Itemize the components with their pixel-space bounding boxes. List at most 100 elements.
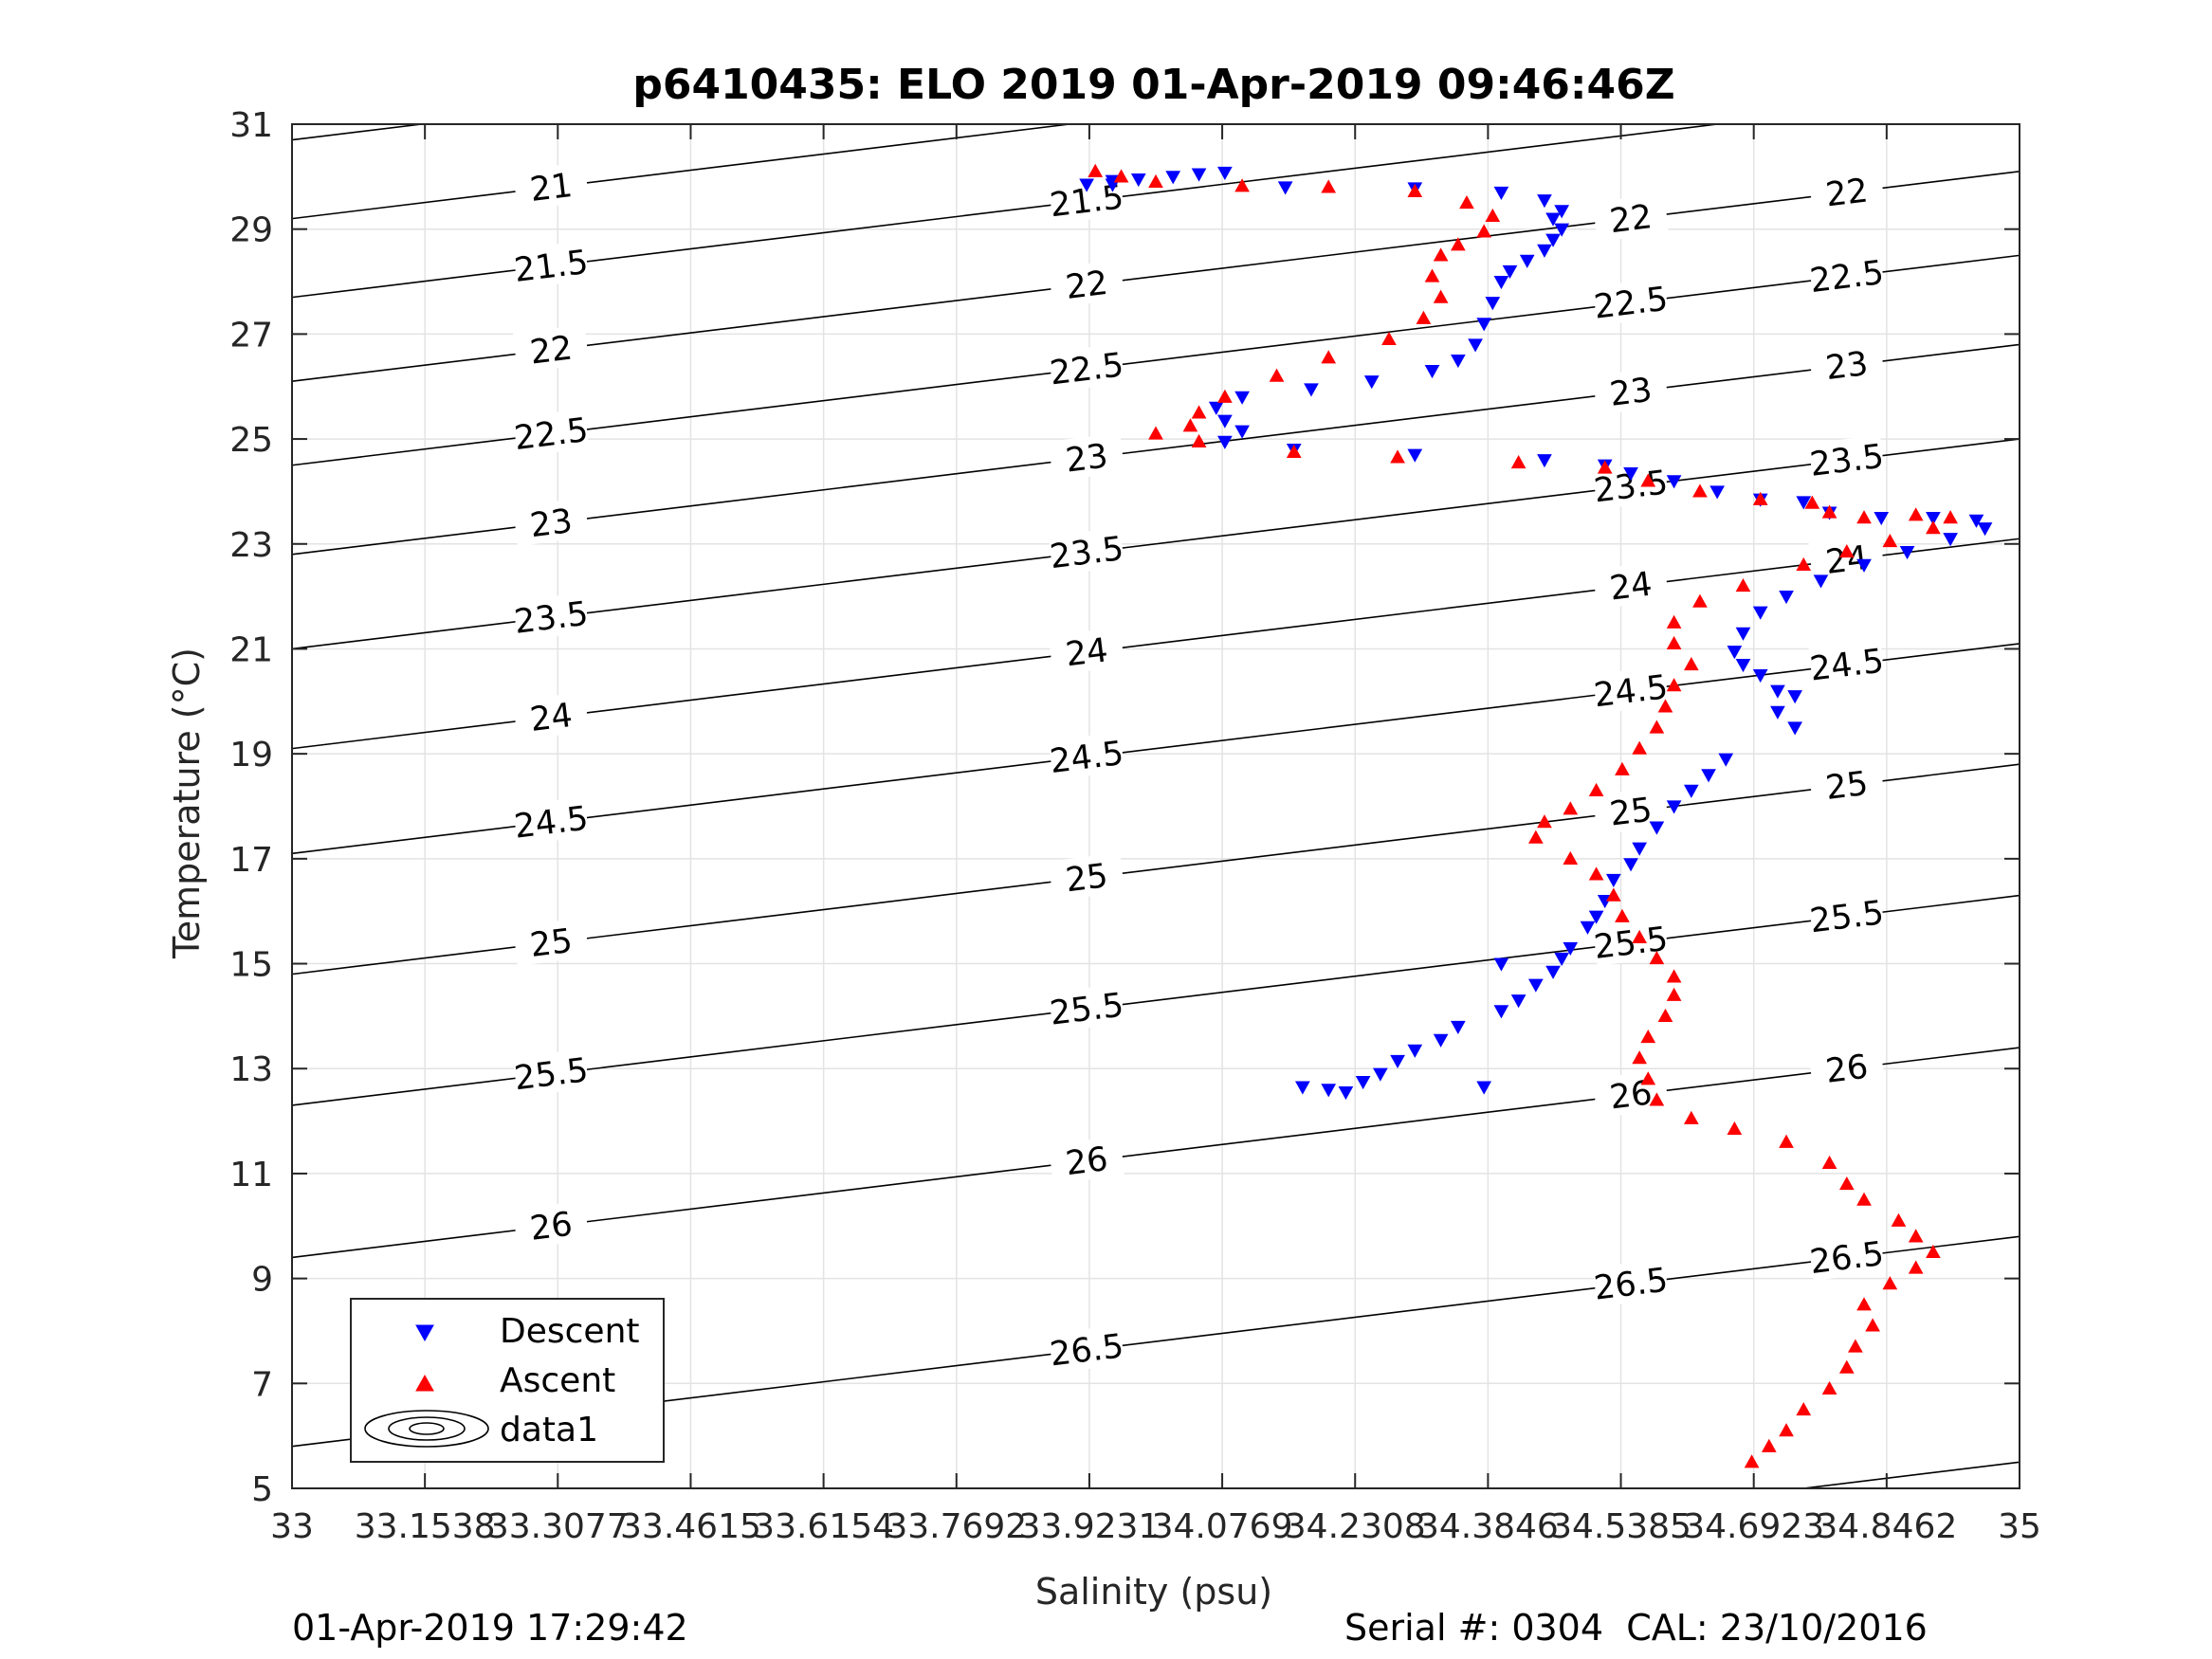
- legend-label-ascent: Ascent: [500, 1361, 615, 1400]
- contour-label: 24.5: [1048, 735, 1125, 781]
- ascent-point: [1424, 268, 1440, 283]
- x-tick-label: 34.6923: [1683, 1507, 1824, 1546]
- y-tick-label: 31: [229, 106, 273, 145]
- ascent-point: [1683, 657, 1699, 671]
- contour-label: 24: [528, 697, 575, 739]
- ascent-point: [1683, 1110, 1699, 1124]
- contour-label-bg: [512, 1048, 590, 1098]
- ascent-point: [1821, 504, 1837, 519]
- contour-label-bg: [1048, 1136, 1125, 1185]
- descent-point: [1355, 1075, 1371, 1090]
- x-tick-label: 34.2308: [1285, 1507, 1426, 1546]
- descent-point: [1373, 1067, 1388, 1082]
- contour-label-bg: [1808, 340, 1885, 390]
- descent-point: [1977, 522, 1993, 537]
- contour-label: 25: [1064, 857, 1110, 900]
- descent-point: [1390, 1054, 1405, 1068]
- contour-label-bg: [1592, 1258, 1670, 1307]
- contour-label: 23: [1823, 345, 1870, 388]
- descent-point: [1493, 957, 1509, 972]
- contour-label-bg: [512, 324, 590, 374]
- contour-label: 25.5: [1048, 987, 1125, 1033]
- y-tick-label: 19: [229, 736, 273, 775]
- contour-label-bg: [1592, 366, 1670, 415]
- ascent-point: [1865, 1318, 1880, 1332]
- ascent-point: [1908, 507, 1924, 521]
- contour-label: 26: [528, 1206, 575, 1249]
- y-tick-label: 13: [229, 1050, 273, 1089]
- descent-point: [1545, 965, 1561, 979]
- data-series: [1079, 163, 1993, 1468]
- ascent-point: [1908, 1260, 1924, 1274]
- contour-label: 22: [1823, 172, 1870, 214]
- contour-label: 25.5: [1808, 894, 1886, 940]
- ascent-point: [1217, 389, 1233, 403]
- contour-label: 24: [1608, 565, 1654, 608]
- ascent-point: [1735, 578, 1751, 592]
- legend: Descent Ascent data1: [350, 1298, 665, 1463]
- contour-label: 26.5: [1808, 1235, 1886, 1282]
- contour-label-bg: [512, 796, 590, 846]
- contour-label-bg: [1048, 852, 1125, 902]
- series-ascent: [1088, 163, 1958, 1468]
- contour-label: 23: [1064, 437, 1110, 480]
- contour-label-bg: [1808, 1232, 1885, 1281]
- contour-label: 26.5: [1592, 1262, 1670, 1308]
- ascent-point: [1856, 1192, 1872, 1206]
- descent-point: [1545, 212, 1561, 227]
- contour-label-bg: [1592, 277, 1670, 326]
- ascent-point: [1088, 163, 1104, 177]
- ascent-point: [1321, 350, 1337, 364]
- x-tick-label: 33.4615: [620, 1507, 761, 1546]
- contour-label: 23.5: [1808, 438, 1886, 484]
- legend-marker-data1: [364, 1410, 489, 1448]
- ascent-point: [1657, 699, 1673, 713]
- series-descent: [1079, 166, 1993, 1101]
- ascent-point: [1882, 533, 1898, 548]
- contour-label-bg: [1048, 527, 1125, 576]
- descent-point: [1527, 978, 1544, 993]
- ascent-point: [1891, 1212, 1907, 1227]
- descent-point: [1493, 186, 1509, 200]
- ascent-point: [1848, 1339, 1863, 1353]
- descent-point: [1433, 1033, 1449, 1048]
- descent-point: [1787, 690, 1802, 704]
- y-tick-label: 17: [229, 841, 273, 880]
- ascent-point: [1416, 310, 1432, 324]
- contour-label-bg: [1592, 193, 1670, 243]
- legend-label-data1: data1: [500, 1411, 598, 1449]
- ascent-point: [1632, 929, 1648, 943]
- contour-label: 26.5: [1048, 1327, 1125, 1374]
- y-tick-label: 7: [251, 1365, 273, 1404]
- axis-ticks: 33 33.153833.307733.461533.615433.769233.…: [229, 106, 2041, 1546]
- descent-point: [1519, 254, 1535, 268]
- descent-point: [1701, 769, 1716, 783]
- contour-label-bg: [1048, 432, 1125, 482]
- isopycnal-line: [291, 123, 422, 141]
- contour-label-bg: [1048, 627, 1125, 676]
- descent-point: [1666, 800, 1682, 814]
- descent-point: [1321, 1084, 1337, 1098]
- contour-label: 23: [528, 502, 575, 545]
- descent-point: [1874, 511, 1890, 526]
- contour-label: 22: [1608, 198, 1654, 241]
- descent-point: [1537, 244, 1552, 258]
- contour-label: 23: [1608, 372, 1654, 414]
- descent-point: [1502, 264, 1518, 279]
- ascent-point: [1796, 556, 1812, 572]
- descent-point: [1968, 514, 1984, 528]
- ascent-point: [1510, 454, 1526, 469]
- ascent-point: [1727, 1121, 1743, 1135]
- x-tick-label: 34.0769: [1152, 1507, 1293, 1546]
- ascent-point: [1752, 491, 1768, 505]
- descent-point: [1424, 365, 1440, 379]
- descent-point: [1476, 318, 1492, 332]
- contour-label-bg: [512, 1200, 590, 1249]
- legend-marker-descent: [415, 1324, 434, 1342]
- descent-point: [1899, 545, 1915, 560]
- contour-label: 26: [1823, 1048, 1870, 1091]
- descent-point: [1451, 354, 1466, 369]
- contour-label: 22.5: [1048, 346, 1125, 392]
- plot-frame: [291, 123, 2020, 1489]
